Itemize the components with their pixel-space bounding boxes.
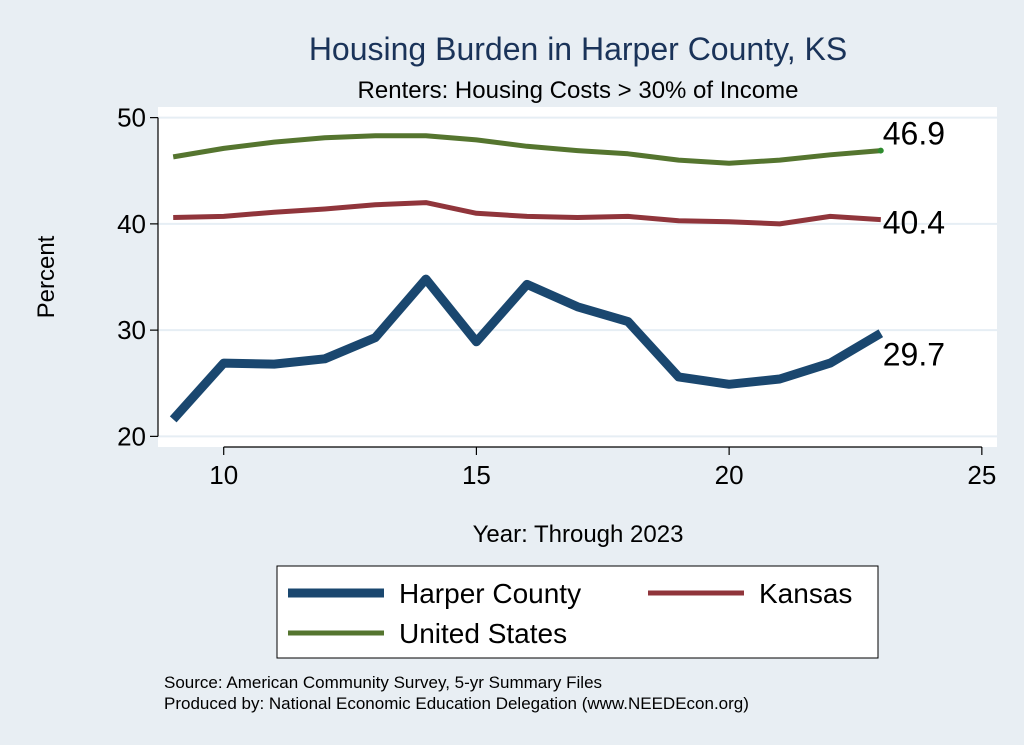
legend: Harper County Kansas United States [276,565,879,659]
source-line-1: Source: American Community Survey, 5-yr … [164,673,602,692]
axes: 20 30 40 50 10 15 20 25 [117,103,996,490]
chart-title: Housing Burden in Harper County, KS [309,31,847,67]
x-tick-label-20: 20 [715,460,744,490]
x-tick-label-15: 15 [462,460,491,490]
y-axis-label: Percent [33,235,60,318]
end-label-united-states: 46.9 [883,116,945,152]
legend-label-kansas: Kansas [759,578,852,609]
x-tick-label-10: 10 [209,460,238,490]
source-line-2: Produced by: National Economic Education… [164,694,749,713]
series-line-kansas [173,200,881,227]
y-tick-label-30: 30 [117,315,146,345]
end-labels: 29.7 40.4 46.9 [877,116,945,372]
plot-area [158,107,997,447]
y-tick-label-50: 50 [117,103,146,133]
gridlines [158,116,997,438]
series-line-united-states [172,133,882,166]
y-tick-label-20: 20 [117,421,146,451]
end-label-harper-county: 29.7 [883,336,945,372]
legend-box [276,565,879,659]
y-tick-label-40: 40 [117,209,146,239]
end-point-united-states [877,147,884,154]
x-tick-label-25: 25 [967,460,996,490]
end-label-kansas: 40.4 [883,205,945,241]
series-lines [169,133,884,423]
legend-label-harper-county: Harper County [399,578,581,609]
chart-subtitle: Renters: Housing Costs > 30% of Income [358,77,799,104]
series-line-harper-county [169,274,884,423]
x-axis-label: Year: Through 2023 [473,521,684,548]
legend-label-united-states: United States [399,618,567,649]
